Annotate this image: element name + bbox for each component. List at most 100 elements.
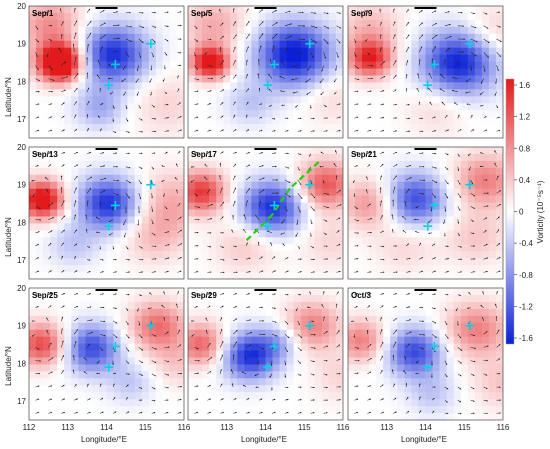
- station-marker: [429, 200, 439, 210]
- colorbar-tick-label: -1.6: [519, 334, 533, 343]
- station-marker: [104, 80, 114, 90]
- x-axis-label: Longitude/°E: [81, 435, 127, 444]
- station-marker: [269, 59, 279, 69]
- panel-date-label: Sep/5: [191, 9, 213, 18]
- latitude-tick-label: 20: [17, 284, 26, 293]
- colorbar-ticks: 1.6 1.2 0.8 0.4 0 -0.4 -0.8 -1.2 -1.6: [514, 81, 533, 343]
- vorticity-field: [29, 147, 184, 279]
- station-marker: [104, 221, 114, 231]
- station-marker: [110, 59, 120, 69]
- station-marker: [263, 80, 273, 90]
- station-marker: [423, 221, 433, 231]
- vorticity-panel: Sep/9: [347, 5, 504, 139]
- panel-grid: Sep/1 20 19 18 17 Sep/5 Sep/9 Sep/13 20 19 18 17 Sep…: [17, 2, 510, 432]
- velocity-vectors: [31, 151, 183, 273]
- longitude-tick-label: 115: [458, 423, 471, 432]
- colorbar-tick-label: -0.4: [519, 239, 533, 248]
- station-marker: [146, 321, 156, 331]
- latitude-tick-label: 17: [17, 397, 26, 406]
- longitude-tick-label: 116: [337, 423, 350, 432]
- colorbar-tick-label: 0.8: [519, 144, 531, 153]
- station-marker: [269, 200, 279, 210]
- y-axis-label: Latitude/°N: [4, 346, 13, 386]
- axes: Latitude/°N Latitude/°N Latitude/°N Long…: [4, 77, 447, 444]
- station-marker: [110, 341, 120, 351]
- station-marker: [263, 221, 273, 231]
- station-marker: [146, 39, 156, 49]
- vorticity-field: [29, 288, 184, 420]
- panel-date-label: Sep/29: [191, 291, 217, 300]
- vorticity-field: [29, 6, 184, 138]
- velocity-vectors: [194, 8, 342, 132]
- velocity-vectors: [31, 290, 183, 414]
- longitude-tick-label: 116: [178, 423, 191, 432]
- colorbar-tick-label: 0.4: [519, 176, 531, 185]
- vorticity-panel: Sep/5: [187, 5, 344, 139]
- velocity-vectors: [190, 290, 341, 414]
- panel-frame: [347, 5, 504, 139]
- panel-date-label: Sep/21: [351, 150, 377, 159]
- station-marker: [263, 362, 273, 372]
- vorticity-panel: Sep/17: [187, 146, 344, 280]
- panel-date-label: Sep/17: [191, 150, 217, 159]
- station-marker: [465, 39, 475, 49]
- colorbar-tick-label: -1.2: [519, 302, 533, 311]
- vorticity-field: [188, 288, 343, 420]
- station-marker: [429, 59, 439, 69]
- station-marker: [423, 362, 433, 372]
- longitude-tick-label: 113: [380, 423, 393, 432]
- vorticity-panel: Oct/3: [347, 287, 504, 421]
- longitude-tick-label: 114: [259, 423, 272, 432]
- panel-frame: [347, 287, 504, 421]
- velocity-vectors: [350, 290, 502, 415]
- x-axis-label: Longitude/°E: [401, 435, 447, 444]
- longitude-tick-label: 114: [419, 423, 432, 432]
- latitude-tick-label: 17: [17, 115, 26, 124]
- x-axis-label: Longitude/°E: [241, 435, 287, 444]
- panel-date-label: Oct/3: [351, 291, 372, 300]
- vorticity-panel: Sep/29: [187, 287, 344, 421]
- velocity-vectors: [190, 150, 342, 274]
- colorbar-label: Vorticity (10⁻⁵s⁻¹): [536, 180, 545, 243]
- panel-frame: [28, 5, 185, 139]
- latitude-tick-label: 20: [17, 2, 26, 11]
- eddy-track: [244, 161, 320, 243]
- longitude-tick-label: 113: [61, 423, 74, 432]
- panel-frame: [28, 146, 185, 280]
- panel-frame: [187, 287, 344, 421]
- latitude-tick-label: 17: [17, 256, 26, 265]
- station-marker: [146, 180, 156, 190]
- station-marker: [465, 180, 475, 190]
- latitude-tick-label: 18: [17, 77, 26, 86]
- vorticity-panel: Sep/13: [28, 146, 185, 280]
- velocity-vectors: [353, 150, 502, 274]
- station-marker: [305, 180, 315, 190]
- longitude-tick-label: 113: [220, 423, 233, 432]
- colorbar-tick-label: -0.8: [519, 271, 533, 280]
- y-axis-label: Latitude/°N: [4, 217, 13, 257]
- colorbar-gradient: [505, 78, 515, 345]
- panel-frame: [28, 287, 185, 421]
- vorticity-field: [348, 6, 503, 138]
- vorticity-field: [348, 147, 503, 279]
- vorticity-panel: Sep/21: [347, 146, 504, 280]
- station-marker: [305, 321, 315, 331]
- station-marker: [110, 200, 120, 210]
- vorticity-field: [348, 288, 503, 420]
- longitude-tick-label: 114: [100, 423, 113, 432]
- velocity-vectors: [353, 8, 502, 133]
- latitude-tick-label: 19: [17, 322, 26, 331]
- longitude-tick-label: 115: [139, 423, 152, 432]
- station-marker: [269, 341, 279, 351]
- colorbar: 1.6 1.2 0.8 0.4 0 -0.4 -0.8 -1.2 -1.6 Vorticity …: [505, 78, 545, 345]
- latitude-tick-label: 18: [17, 359, 26, 368]
- velocity-vectors: [34, 7, 182, 133]
- longitude-tick-label: 116: [497, 423, 510, 432]
- panel-frame: [187, 146, 344, 280]
- latitude-tick-label: 19: [17, 40, 26, 49]
- latitude-tick-label: 19: [17, 181, 26, 190]
- panel-date-label: Sep/1: [32, 9, 54, 18]
- latitude-tick-label: 20: [17, 143, 26, 152]
- colorbar-tick-label: 1.2: [519, 113, 531, 122]
